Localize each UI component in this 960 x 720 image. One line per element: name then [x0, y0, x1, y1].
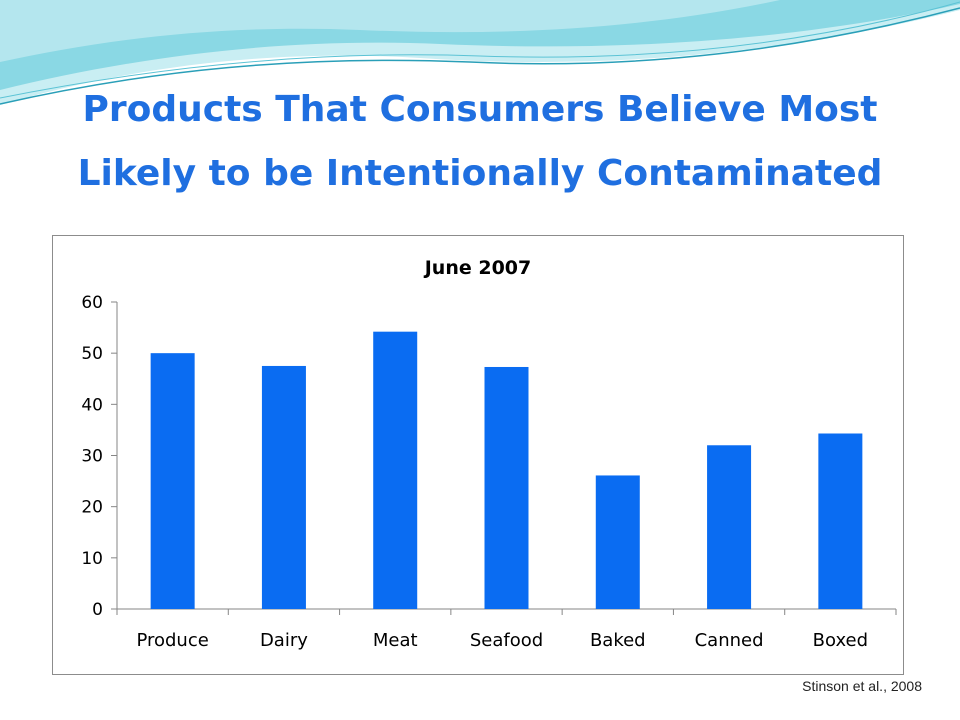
- bar-dairy: [261, 365, 306, 609]
- y-tick-label: 40: [81, 395, 103, 415]
- x-category-label: Boxed: [813, 630, 868, 651]
- y-tick-label: 50: [81, 344, 103, 364]
- y-axis: 0 10 20 30 40 50 60: [81, 293, 118, 620]
- x-category-label: Seafood: [470, 630, 543, 651]
- citation: Stinson et al., 2008: [802, 678, 922, 694]
- x-category-label: Dairy: [260, 630, 308, 651]
- bar-baked: [595, 475, 640, 609]
- y-tick-label: 10: [81, 549, 103, 569]
- bar-produce: [150, 353, 195, 609]
- y-tick-label: 20: [81, 498, 103, 518]
- bar-boxed: [818, 433, 863, 609]
- bar-seafood: [484, 366, 529, 609]
- x-axis: Produce Dairy Meat Seafood Baked Canned Boxed: [116, 608, 897, 651]
- slide-title: Products That Consumers Believe Most Lik…: [77, 89, 883, 194]
- bar-canned: [707, 445, 752, 609]
- bar-series: [150, 331, 863, 609]
- chart-frame: June 2007 0 10 20 30 40 50 60 Produce Dairy Meat…: [52, 235, 904, 675]
- y-tick-label: 0: [92, 600, 103, 620]
- chart-title: June 2007: [423, 257, 532, 279]
- y-tick-label: 30: [81, 447, 103, 467]
- bar-chart: June 2007 0 10 20 30 40 50 60 Produce Dairy Meat…: [81, 257, 897, 651]
- x-category-label: Produce: [136, 630, 208, 651]
- y-tick-label: 60: [81, 293, 103, 313]
- bar-meat: [373, 331, 418, 609]
- x-category-label: Meat: [373, 630, 418, 651]
- x-category-label: Canned: [695, 630, 764, 651]
- header-wave-decoration: [0, 0, 960, 105]
- x-category-label: Baked: [590, 630, 646, 651]
